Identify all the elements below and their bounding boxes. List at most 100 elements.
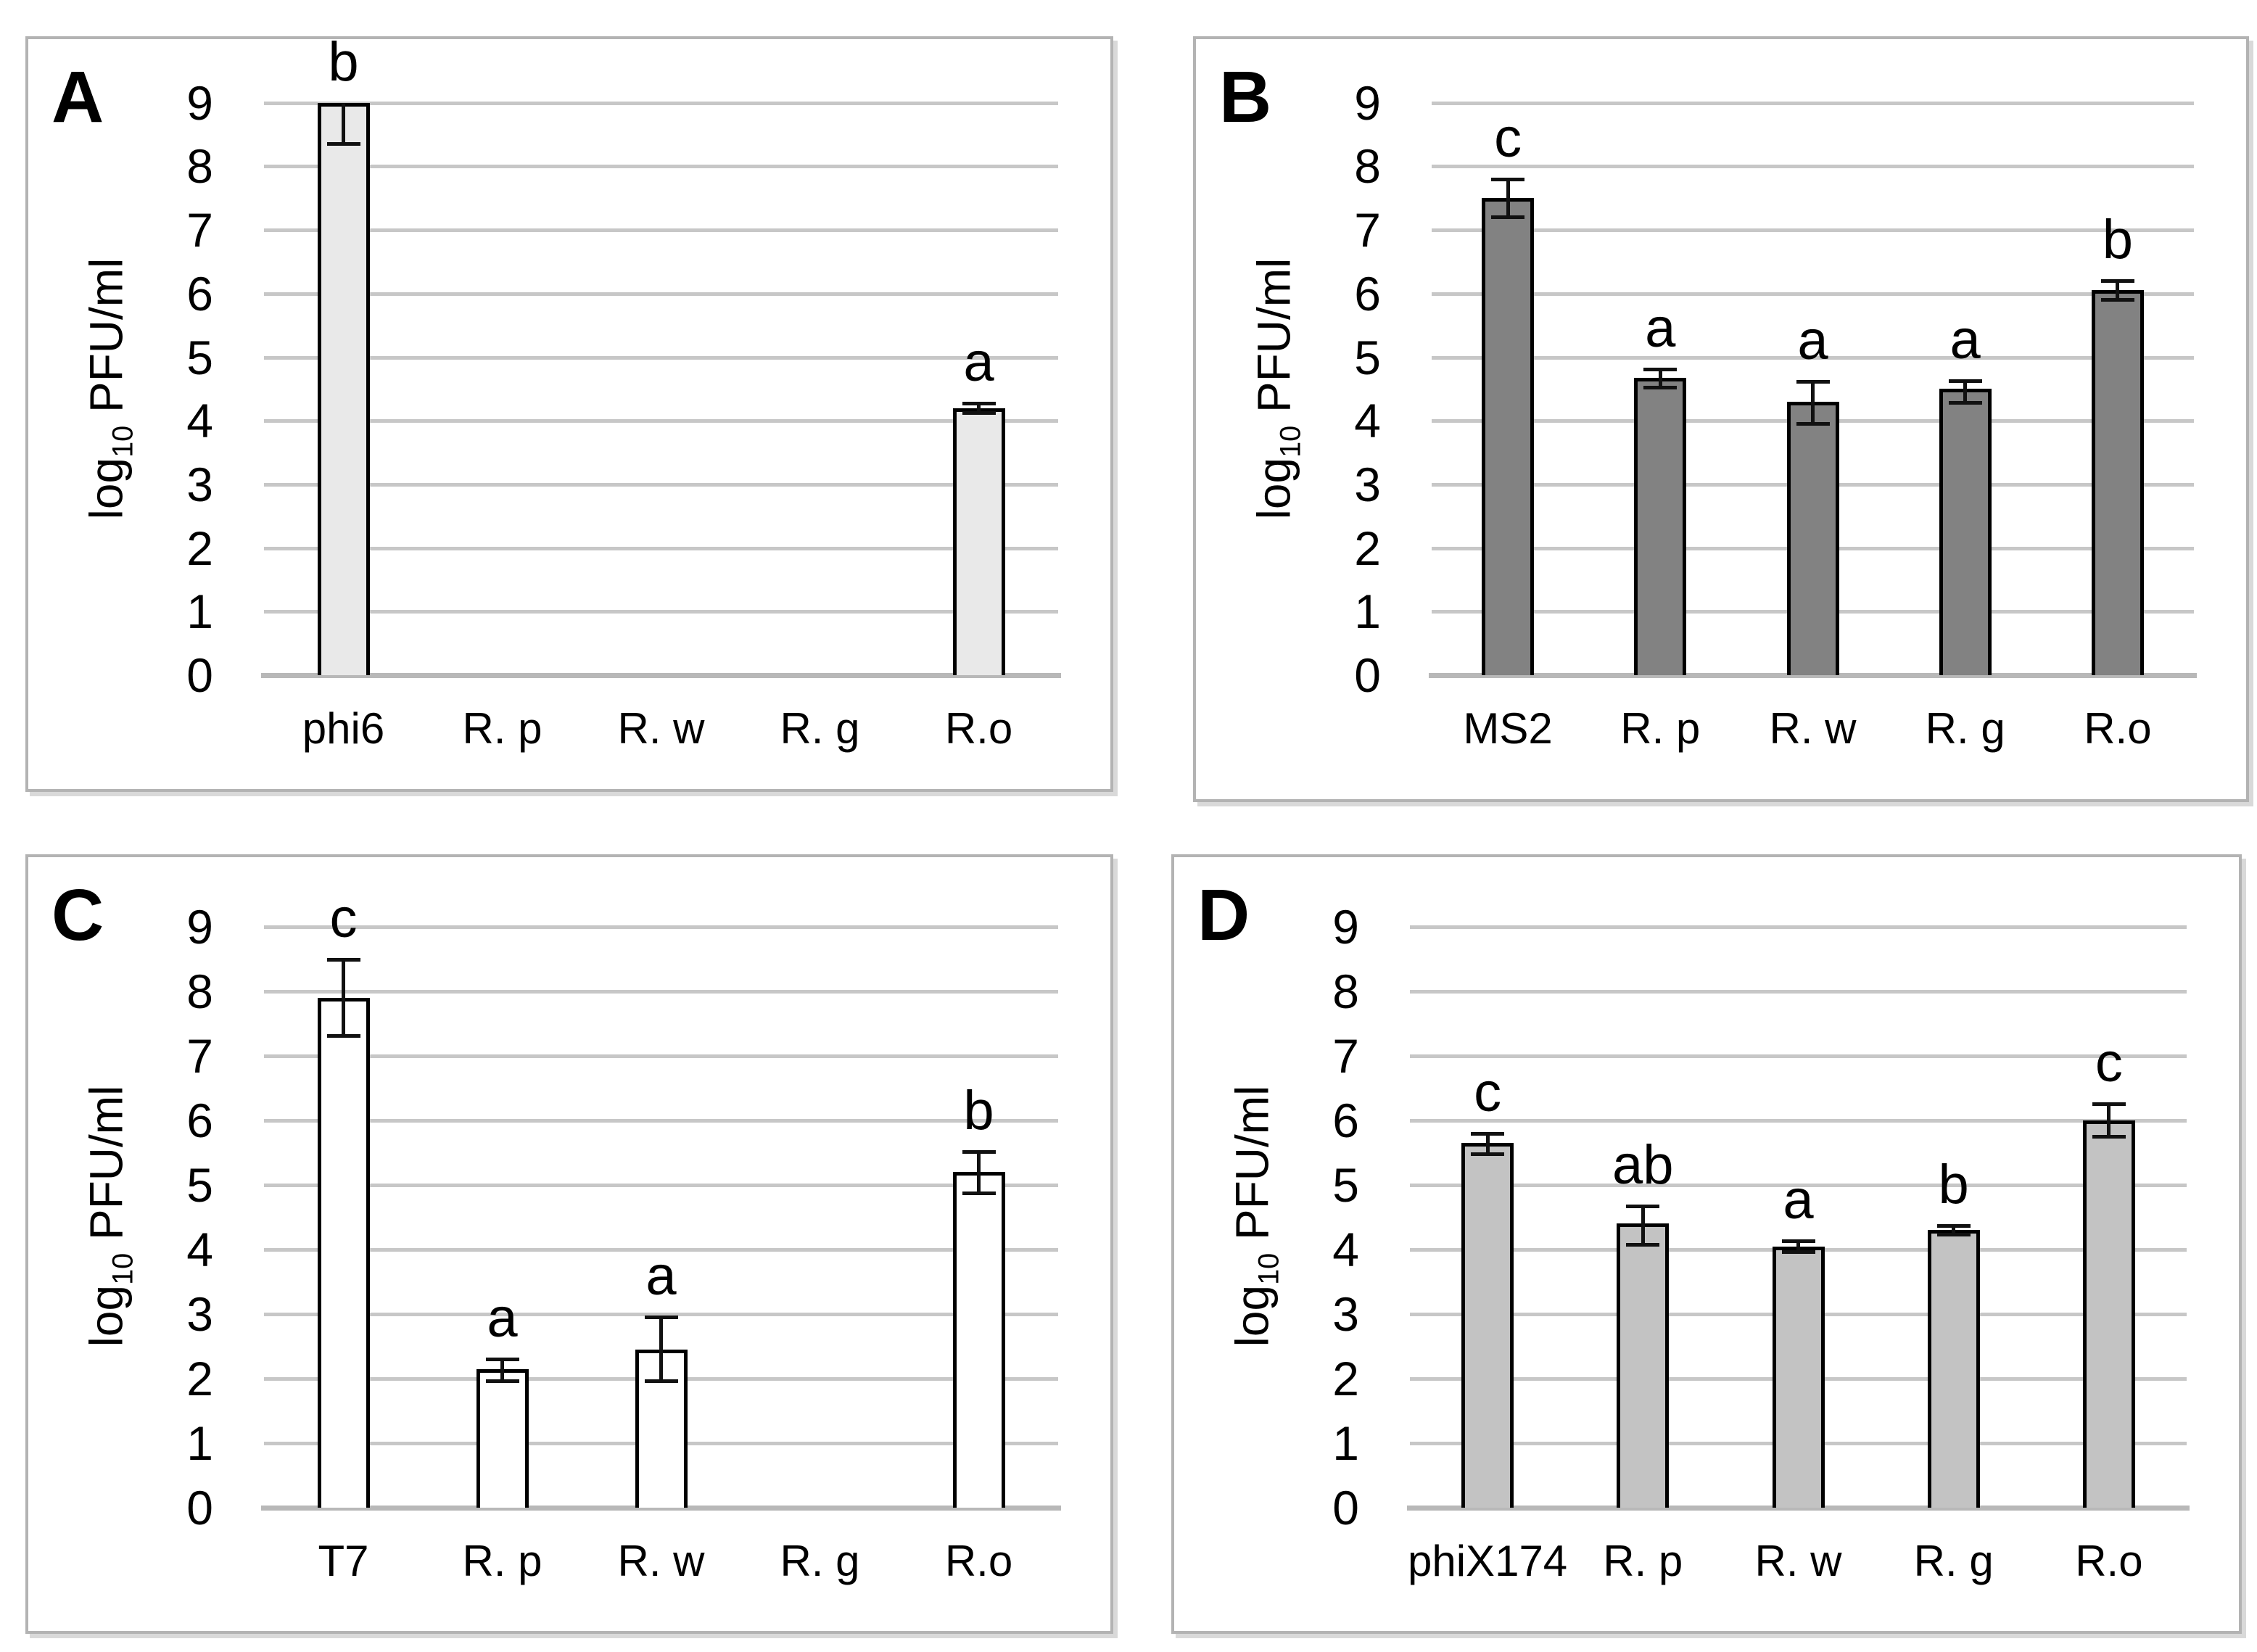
gridline (1432, 165, 2194, 169)
gridline (264, 1313, 1058, 1316)
x-category-label: R. w (617, 1537, 705, 1585)
y-tick-label: 3 (186, 1287, 213, 1341)
y-tick-label: 6 (186, 1094, 213, 1147)
x-category-label: R.o (944, 1537, 1013, 1585)
significance-letter: a (1949, 308, 1981, 371)
error-bar-cap-bottom (1936, 1232, 1971, 1236)
error-bar-cap-bottom (962, 1191, 996, 1195)
plot-area-B: c a a a b (1429, 39, 2197, 799)
x-category-label: R. w (1754, 1537, 1842, 1585)
gridline (1432, 228, 2194, 233)
error-bar-cap-bottom (1781, 1250, 1815, 1255)
y-tick-label: 0 (1332, 1481, 1359, 1535)
gridline (1432, 101, 2194, 105)
y-tick-label: 2 (186, 521, 213, 575)
error-bar-cap-top (1491, 177, 1525, 181)
y-tick-label: 1 (1354, 585, 1381, 639)
error-bar (2107, 1103, 2111, 1138)
error-bar-cap-bottom (326, 141, 360, 146)
y-tick-label: 7 (186, 203, 213, 257)
y-tick-label: 4 (186, 394, 213, 448)
error-bar (2116, 281, 2120, 300)
bar-phi6 (317, 102, 370, 675)
y-tick-label: 7 (1354, 203, 1381, 257)
gridline (264, 228, 1058, 233)
y-tick-label: 4 (186, 1223, 213, 1276)
error-bar-cap-bottom (1796, 421, 1830, 426)
significance-letter: c (329, 887, 358, 949)
x-category-label: R. w (617, 704, 705, 753)
bar-MS2 (1482, 198, 1535, 675)
y-tick-label: 4 (1354, 394, 1381, 448)
bar-R. w (1772, 1246, 1825, 1508)
bar-R.o (952, 1172, 1005, 1508)
error-bar-cap-bottom (2092, 1135, 2126, 1139)
y-tick-label: 8 (1332, 965, 1359, 1018)
error-bar-cap-top (1643, 368, 1678, 372)
y-tick-label: 1 (186, 1416, 213, 1470)
y-tick-label: 6 (1332, 1094, 1359, 1147)
bar-R. p (476, 1368, 529, 1508)
y-tick-label: 9 (1354, 75, 1381, 130)
error-bar-cap-bottom (1471, 1152, 1505, 1157)
x-category-label: R. g (1913, 1537, 1994, 1585)
gridline (1410, 1184, 2187, 1187)
y-tick-label: 9 (186, 900, 213, 954)
x-axis-line (261, 673, 1061, 678)
significance-letter: b (963, 1079, 994, 1141)
significance-letter: a (487, 1287, 518, 1350)
y-tick-label: 8 (186, 965, 213, 1018)
error-bar (1641, 1206, 1645, 1245)
error-bar-cap-top (1796, 379, 1830, 384)
gridline (1432, 355, 2194, 360)
gridline (264, 546, 1058, 550)
y-tick-label: 7 (1332, 1029, 1359, 1083)
error-bar (1658, 369, 1662, 388)
error-bar-cap-top (1948, 379, 1982, 383)
y-tick-label: 5 (186, 330, 213, 384)
significance-letter: a (1783, 1169, 1814, 1231)
x-category-label: R. g (780, 704, 860, 753)
error-bar (659, 1317, 663, 1382)
x-category-label: R. p (462, 1537, 542, 1585)
gridline (264, 990, 1058, 994)
error-bar (500, 1359, 504, 1382)
gridline (1410, 990, 2187, 994)
bar-R.o (2082, 1120, 2135, 1508)
y-tick-label: 2 (186, 1352, 213, 1405)
significance-letter: b (1938, 1154, 1969, 1216)
x-category-label: T7 (318, 1537, 369, 1585)
error-bar-cap-top (1936, 1224, 1971, 1228)
plot-area-D: c ab a b c (1407, 857, 2190, 1631)
panel-label-D: D (1197, 875, 1250, 956)
error-bar-cap-bottom (2100, 297, 2134, 302)
bar-R. w (635, 1349, 688, 1508)
y-tick-label: 0 (186, 648, 213, 702)
y-tick-label: 1 (1332, 1416, 1359, 1470)
y-tick-label: 6 (1354, 266, 1381, 321)
significance-letter: a (645, 1245, 677, 1308)
x-category-label: phiX174 (1407, 1537, 1568, 1585)
x-axis-line (261, 1506, 1061, 1511)
y-tick-label: 6 (186, 266, 213, 321)
gridline (264, 610, 1058, 614)
error-bar (342, 959, 345, 1037)
error-bar-cap-top (485, 1358, 519, 1362)
gridline (264, 101, 1058, 105)
error-bar (1811, 381, 1815, 424)
error-bar (977, 1151, 981, 1194)
panel-label-C: C (51, 875, 104, 956)
gridline (1410, 1054, 2187, 1058)
gridline (1410, 1119, 2187, 1123)
error-bar-cap-bottom (1948, 400, 1982, 405)
significance-letter: ab (1612, 1134, 1674, 1197)
error-bar (1485, 1133, 1490, 1155)
x-category-label: R. w (1769, 704, 1857, 753)
x-axis-line (1429, 673, 2197, 678)
gridline (1432, 292, 2194, 296)
error-bar-cap-top (1471, 1131, 1505, 1136)
error-bar-cap-top (2100, 279, 2134, 284)
